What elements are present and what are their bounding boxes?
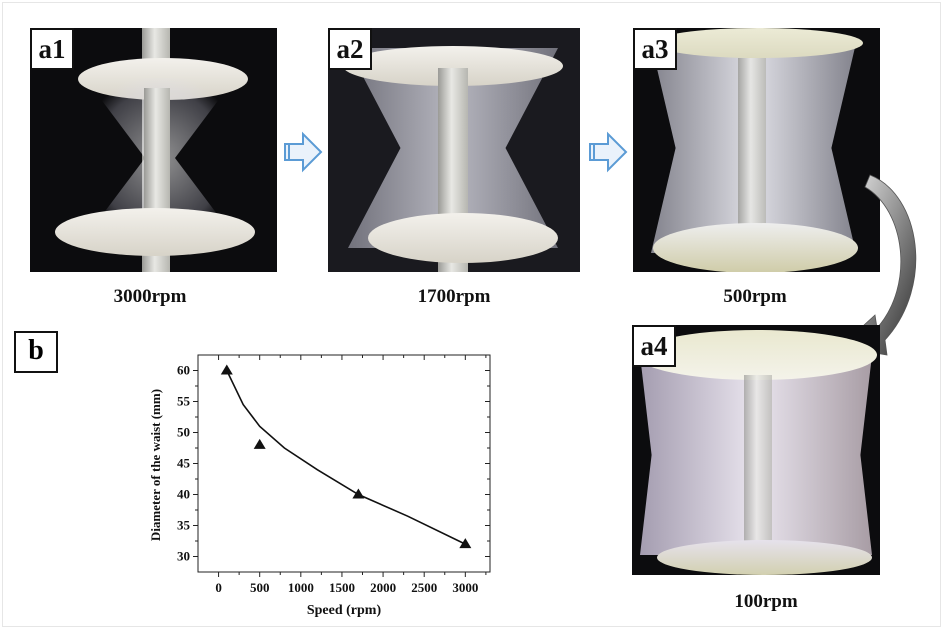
svg-text:45: 45 xyxy=(177,456,191,471)
triangle-marker xyxy=(352,488,365,499)
svg-text:30: 30 xyxy=(177,549,190,564)
photo-a1: a1 xyxy=(30,28,277,272)
waist-diameter-chart: 0 500 1000 1500 2000 2500 3000 30 35 40 45 50 55 60 S… xyxy=(148,354,491,618)
right-arrow-icon xyxy=(589,131,628,173)
svg-text:40: 40 xyxy=(177,487,190,502)
panel-label-a2: a2 xyxy=(328,28,372,70)
data-markers xyxy=(220,364,472,549)
svg-text:60: 60 xyxy=(177,363,190,378)
svg-text:0: 0 xyxy=(215,580,222,595)
svg-text:35: 35 xyxy=(177,518,191,533)
bottom-disk xyxy=(368,213,558,263)
bottom-disk xyxy=(653,223,858,272)
caption-a2: 1700rpm xyxy=(417,286,491,307)
svg-text:55: 55 xyxy=(177,394,191,409)
triangle-marker xyxy=(220,364,233,375)
panel-label-a3: a3 xyxy=(633,28,677,70)
bottom-disk xyxy=(55,208,255,256)
plot-area xyxy=(197,354,491,573)
top-disk xyxy=(637,330,877,380)
svg-text:2500: 2500 xyxy=(411,580,437,595)
y-axis-label: Diameter of the waist (mm) xyxy=(148,389,163,541)
shaft xyxy=(738,58,766,238)
top-disk xyxy=(653,28,863,58)
shaft xyxy=(744,375,772,555)
x-axis-label: Speed (rpm) xyxy=(307,603,382,618)
panel-label-a1: a1 xyxy=(30,28,74,70)
photo-a3: a3 xyxy=(633,28,880,272)
axis-ticks xyxy=(193,355,490,577)
caption-a1: 3000rpm xyxy=(113,286,187,307)
svg-text:1500: 1500 xyxy=(329,580,355,595)
svg-text:2000: 2000 xyxy=(370,580,396,595)
svg-text:1000: 1000 xyxy=(288,580,314,595)
panel-label-a4: a4 xyxy=(632,325,676,367)
photo-a4: a4 xyxy=(632,325,880,575)
photo-a2: a2 xyxy=(328,28,580,272)
triangle-marker xyxy=(253,438,266,449)
caption-a4: 100rpm xyxy=(734,591,798,612)
svg-text:500: 500 xyxy=(250,580,270,595)
tick-labels: 0 500 1000 1500 2000 2500 3000 30 35 40 45 50 55 60 xyxy=(177,363,478,596)
panel-label-b: b xyxy=(14,331,58,373)
svg-text:50: 50 xyxy=(177,425,190,440)
fit-curve xyxy=(226,370,466,545)
right-arrow-icon xyxy=(284,131,323,173)
caption-a3: 500rpm xyxy=(723,286,787,307)
bottom-disk xyxy=(657,540,872,575)
svg-text:3000: 3000 xyxy=(452,580,478,595)
triangle-marker xyxy=(459,538,472,549)
